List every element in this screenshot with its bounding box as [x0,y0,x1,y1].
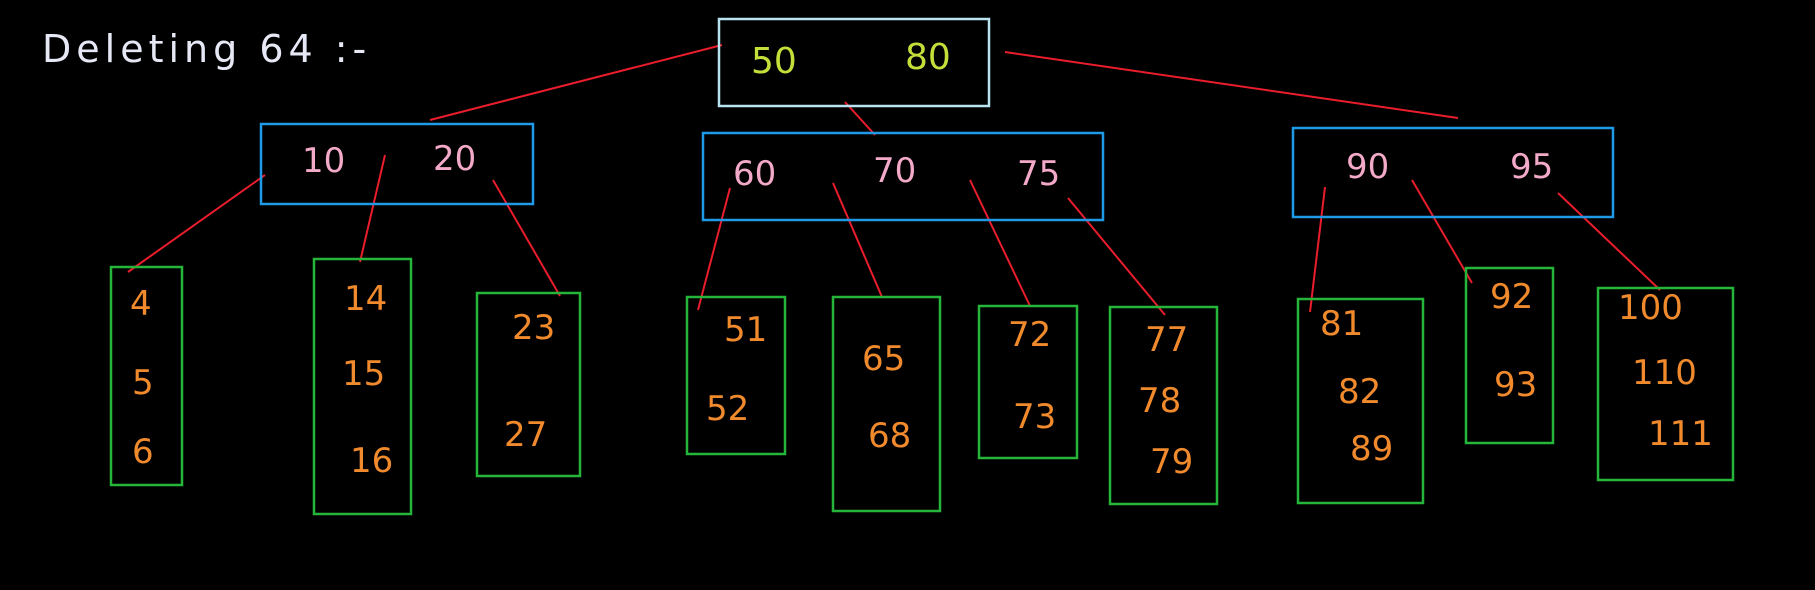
edge-70-75-to-leaf-72 [969,179,1031,307]
edge-90-95-to-leaf-92 [1411,179,1473,284]
edge-90-to-leaf-81 [1309,186,1326,313]
leaf-node-10-key-3: 111 [1648,414,1713,454]
leaf-node-3: 23 27 [475,291,582,478]
leaf-node-5-key-2: 68 [868,416,911,456]
leaf-node-7-key-3: 79 [1150,442,1193,482]
edge-10-20-to-leaf-14 [359,154,386,263]
leaf-node-1-box [109,265,184,487]
leaf-node-1-key-3: 6 [132,432,154,472]
edge-60-70-to-leaf-65 [832,182,883,298]
leaf-node-1-key-2: 5 [132,363,154,403]
internal-node-2-key-3: 75 [1017,154,1060,194]
leaf-node-2: 14 15 16 [312,257,413,516]
leaf-node-8-box [1296,297,1425,505]
leaf-node-4-key-1: 51 [724,310,767,350]
edge-20-to-leaf-23 [492,179,561,297]
internal-node-1-key-2: 20 [433,139,476,179]
root-node: 50 80 [717,17,991,108]
leaf-node-2-key-3: 16 [350,441,393,481]
edge-75-to-leaf-77 [1067,197,1166,316]
leaf-node-9-box [1464,266,1555,445]
title-text: Deleting 64 :- [42,27,371,71]
leaf-node-2-box [312,257,413,516]
leaf-node-7-key-1: 77 [1145,320,1188,360]
leaf-node-6-box [977,304,1079,460]
internal-node-3-key-2: 95 [1510,147,1553,187]
leaf-node-8: 81 82 89 [1296,297,1425,505]
internal-node-2-key-2: 70 [873,151,916,191]
leaf-node-9-key-2: 93 [1494,365,1537,405]
leaf-node-10: 100 110 111 [1596,286,1735,482]
internal-node-3-key-1: 90 [1346,147,1389,187]
internal-node-1: 10 20 [259,122,535,206]
root-node-box [717,17,991,108]
leaf-node-1: 4 5 6 [109,265,184,487]
root-key-1: 50 [751,41,797,82]
edge-root-to-node-90-95 [1004,51,1459,119]
leaf-node-5-box [831,295,942,513]
leaf-node-7-key-2: 78 [1138,381,1181,421]
leaf-node-6-key-2: 73 [1013,397,1056,437]
leaf-node-6-key-1: 72 [1008,315,1051,355]
leaf-node-7-box [1108,305,1219,506]
edge-root-to-node-60-70-75 [844,101,876,136]
leaf-node-3-box [475,291,582,478]
leaf-node-4-box [685,295,787,456]
leaf-node-10-key-2: 110 [1632,353,1697,393]
internal-node-1-key-1: 10 [302,141,345,181]
leaf-node-3-key-1: 23 [512,308,555,348]
root-key-2: 80 [905,37,951,78]
leaf-node-2-key-2: 15 [342,354,385,394]
leaf-node-8-key-2: 82 [1338,372,1381,412]
edge-95-to-leaf-100 [1557,192,1661,291]
edge-60-to-leaf-51 [697,187,731,311]
leaf-node-4-key-2: 52 [706,389,749,429]
internal-node-2-box [701,131,1105,222]
leaf-node-5: 65 68 [831,295,942,513]
internal-node-3-box [1291,126,1615,219]
leaf-node-5-key-1: 65 [862,339,905,379]
leaf-node-2-key-1: 14 [344,279,387,319]
internal-node-2-key-1: 60 [733,154,776,194]
leaf-node-8-key-1: 81 [1320,304,1363,344]
leaf-node-4: 51 52 [685,295,787,456]
internal-node-3: 90 95 [1291,126,1615,219]
internal-node-1-box [259,122,535,206]
edge-10-to-leaf-4 [127,174,266,273]
internal-node-2: 60 70 75 [701,131,1105,222]
leaf-node-3-key-2: 27 [504,415,547,455]
leaf-node-6: 72 73 [977,304,1079,460]
leaf-node-1-key-1: 4 [130,284,152,324]
edge-root-to-node-10-20 [429,44,723,121]
leaf-node-9-key-1: 92 [1490,277,1533,317]
leaf-node-7: 77 78 79 [1108,305,1219,506]
leaf-node-8-key-3: 89 [1350,429,1393,469]
leaf-node-10-key-1: 100 [1618,288,1683,328]
leaf-node-10-box [1596,286,1735,482]
tree-edges [127,44,1661,316]
leaf-node-9: 92 93 [1464,266,1555,445]
